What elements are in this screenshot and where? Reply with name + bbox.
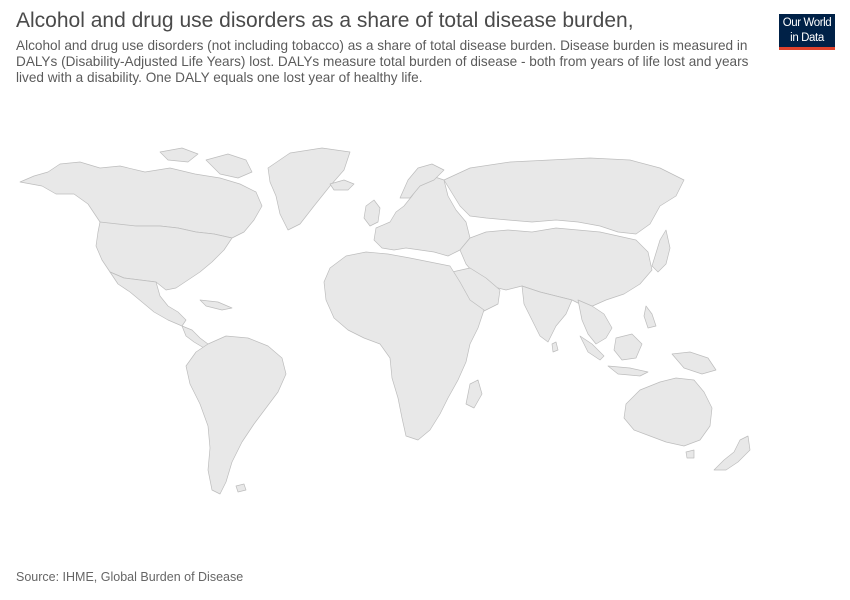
- country-india[interactable]: [521, 285, 573, 343]
- island-java[interactable]: [607, 365, 649, 377]
- island-falklands[interactable]: [235, 483, 247, 493]
- country-madagascar[interactable]: [465, 379, 483, 409]
- country-greenland[interactable]: [267, 147, 351, 231]
- country-philippines[interactable]: [643, 305, 657, 329]
- world-map[interactable]: [0, 100, 850, 540]
- region-caribbean[interactable]: [199, 299, 233, 311]
- country-iceland[interactable]: [329, 179, 355, 191]
- country-sri-lanka[interactable]: [551, 341, 559, 353]
- island-baffin[interactable]: [205, 153, 253, 179]
- island-new-guinea[interactable]: [671, 351, 717, 375]
- logo-text-line1: Our World: [782, 17, 832, 29]
- region-southeast-asia[interactable]: [577, 299, 613, 345]
- chart-title: Alcohol and drug use disorders as a shar…: [16, 9, 634, 32]
- region-asia-central[interactable]: [459, 227, 653, 309]
- continent-africa[interactable]: [323, 251, 485, 441]
- owid-logo[interactable]: Our World in Data: [779, 14, 835, 50]
- country-japan[interactable]: [651, 229, 671, 273]
- chart-subtitle: Alcohol and drug use disorders (not incl…: [16, 38, 749, 85]
- island-arctic[interactable]: [159, 147, 199, 163]
- source-note: Source: IHME, Global Burden of Disease: [16, 570, 244, 584]
- country-russia[interactable]: [443, 157, 685, 235]
- country-united-states[interactable]: [95, 221, 233, 291]
- country-mexico[interactable]: [109, 271, 187, 327]
- region-europe[interactable]: [373, 175, 471, 257]
- island-borneo[interactable]: [613, 333, 643, 361]
- logo-text-line2: in Data: [790, 32, 824, 44]
- country-scandinavia[interactable]: [399, 163, 445, 199]
- country-australia[interactable]: [623, 377, 713, 447]
- country-new-zealand[interactable]: [713, 435, 751, 471]
- country-united-kingdom[interactable]: [363, 199, 381, 227]
- continent-south-america[interactable]: [185, 335, 287, 495]
- island-sumatra[interactable]: [579, 335, 605, 361]
- country-tasmania[interactable]: [685, 449, 695, 459]
- region-central-america[interactable]: [181, 325, 209, 349]
